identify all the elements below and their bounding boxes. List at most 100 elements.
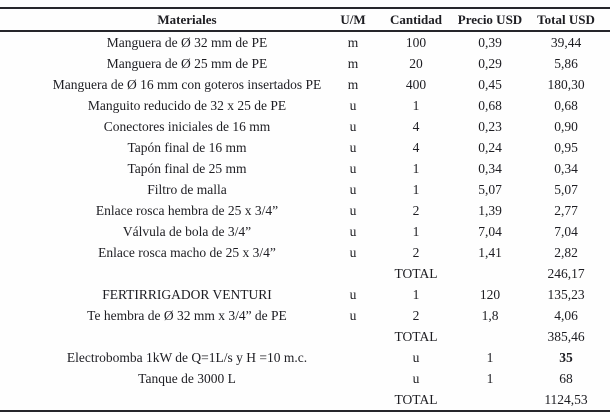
cell-material: FERTIRRIGADOR VENTURI [102, 286, 272, 302]
cell-precio: 0,24 [478, 139, 502, 155]
table-row: Enlace rosca hembra de 25 x 3/4” u 2 1,3… [0, 200, 610, 221]
table-header-row: Materiales U/M Cantidad Precio USD Total… [0, 9, 610, 32]
cell-total-label: TOTAL [394, 391, 438, 407]
table-row-subtotal: TOTAL 246,17 [0, 263, 610, 284]
cell-cantidad: 400 [405, 76, 427, 92]
cell-material: Conectores iniciales de 16 mm [103, 118, 271, 134]
cell-um: u [349, 244, 357, 260]
table-row: Conectores iniciales de 16 mm u 4 0,23 0… [0, 116, 610, 137]
table-row: Electrobomba 1kW de Q=1L/s y H =10 m.c. … [0, 347, 610, 368]
cell-material: Enlace rosca macho de 25 x 3/4” [98, 244, 276, 260]
cell-material: Válvula de bola de 3/4” [122, 223, 252, 239]
column-header-precio-usd: Precio USD [457, 11, 523, 27]
cell-material: Electrobomba 1kW de Q=1L/s y H =10 m.c. [66, 349, 308, 365]
cell-precio [452, 263, 528, 284]
column-header-um: U/M [340, 11, 366, 27]
cell-total: 5,86 [554, 55, 578, 71]
cell-total: 246,17 [547, 265, 585, 281]
materials-cost-table: Materiales U/M Cantidad Precio USD Total… [0, 7, 610, 412]
cell-cantidad: 1 [412, 160, 420, 176]
cell-um: u [349, 307, 357, 323]
cell-um: m [347, 55, 359, 71]
cell-total: 39,44 [550, 34, 582, 50]
cell-precio: 1 [486, 349, 494, 365]
cell-total: 135,23 [547, 286, 585, 302]
cell-material: Enlace rosca hembra de 25 x 3/4” [95, 202, 279, 218]
cell-um: u [349, 286, 357, 302]
table-row: Te hembra de Ø 32 mm x 3/4” de PE u 2 1,… [0, 305, 610, 326]
cell-cantidad: 4 [412, 118, 420, 134]
cell-total: 0,68 [554, 97, 578, 113]
cell-cantidad: 20 [409, 55, 423, 71]
cell-um [330, 263, 376, 284]
cell-cantidad: 1 [412, 181, 420, 197]
cell-precio: 0,68 [478, 97, 502, 113]
cell-total: 180,30 [547, 76, 585, 92]
table-row-subtotal: TOTAL 385,46 [0, 326, 610, 347]
cell-material: Manguera de Ø 32 mm de PE [106, 34, 268, 50]
cell-material [0, 326, 374, 347]
cell-material: Tanque de 3000 L [138, 370, 236, 386]
cell-um: u [349, 181, 357, 197]
cell-um [330, 389, 376, 410]
cell-cantidad: u [412, 349, 420, 365]
cell-precio: 120 [479, 286, 501, 302]
cell-precio [452, 326, 528, 347]
table-row: FERTIRRIGADOR VENTURI u 1 120 135,23 [0, 284, 610, 305]
cell-cantidad: 2 [412, 307, 420, 323]
cell-precio: 1,41 [478, 244, 502, 260]
cell-total: 5,07 [554, 181, 578, 197]
cell-total: 35 [559, 349, 573, 365]
cell-um: u [349, 202, 357, 218]
cell-um: u [349, 139, 357, 155]
cell-cantidad: u [412, 370, 420, 386]
cell-total-label: TOTAL [394, 265, 438, 281]
cell-total: 1124,53 [544, 391, 588, 407]
table-row: Manguito reducido de 32 x 25 de PE u 1 0… [0, 95, 610, 116]
cell-cantidad: 4 [412, 139, 420, 155]
cell-cantidad: 1 [412, 286, 420, 302]
cell-precio: 1,8 [481, 307, 499, 323]
table-row: Enlace rosca macho de 25 x 3/4” u 2 1,41… [0, 242, 610, 263]
cell-cantidad: 1 [412, 223, 420, 239]
cell-material: Filtro de malla [147, 181, 227, 197]
table-row: Válvula de bola de 3/4” u 1 7,04 7,04 [0, 221, 610, 242]
cell-precio: 0,29 [478, 55, 502, 71]
cell-cantidad: 100 [405, 34, 427, 50]
cell-precio: 1 [486, 370, 494, 386]
cell-um: u [349, 97, 357, 113]
cell-total: 4,06 [554, 307, 578, 323]
cell-cantidad: 2 [412, 202, 420, 218]
cell-material: Manguera de Ø 25 mm de PE [106, 55, 268, 71]
table-body: Manguera de Ø 32 mm de PE m 100 0,39 39,… [0, 32, 610, 410]
table-row-grand-total: TOTAL 1124,53 [0, 389, 610, 410]
cell-um: u [349, 118, 357, 134]
cell-total: 0,34 [554, 160, 578, 176]
table-row: Filtro de malla u 1 5,07 5,07 [0, 179, 610, 200]
table-row: Tanque de 3000 L u 1 68 [0, 368, 610, 389]
cell-total: 385,46 [547, 328, 585, 344]
cell-precio: 0,45 [478, 76, 502, 92]
cell-total: 68 [559, 370, 573, 386]
cell-material: Tapón final de 25 mm [127, 160, 247, 176]
table-row: Tapón final de 16 mm u 4 0,24 0,95 [0, 137, 610, 158]
cell-precio: 7,04 [478, 223, 502, 239]
cell-precio: 1,39 [478, 202, 502, 218]
cell-material: Te hembra de Ø 32 mm x 3/4” de PE [87, 307, 287, 323]
column-header-materiales: Materiales [157, 11, 217, 27]
cell-precio: 5,07 [478, 181, 502, 197]
cell-total: 2,82 [554, 244, 578, 260]
cell-total: 7,04 [554, 223, 578, 239]
cell-precio: 0,39 [478, 34, 502, 50]
cell-material: Tapón final de 16 mm [127, 139, 247, 155]
cell-material: Manguito reducido de 32 x 25 de PE [87, 97, 287, 113]
cell-total: 0,95 [554, 139, 578, 155]
cell-um [330, 347, 376, 368]
cell-total: 0,90 [554, 118, 578, 134]
cell-precio [452, 389, 528, 410]
cell-um: u [349, 160, 357, 176]
cell-cantidad: 1 [412, 97, 420, 113]
cell-um: m [347, 76, 359, 92]
cell-um: u [349, 223, 357, 239]
cell-material [0, 263, 374, 284]
